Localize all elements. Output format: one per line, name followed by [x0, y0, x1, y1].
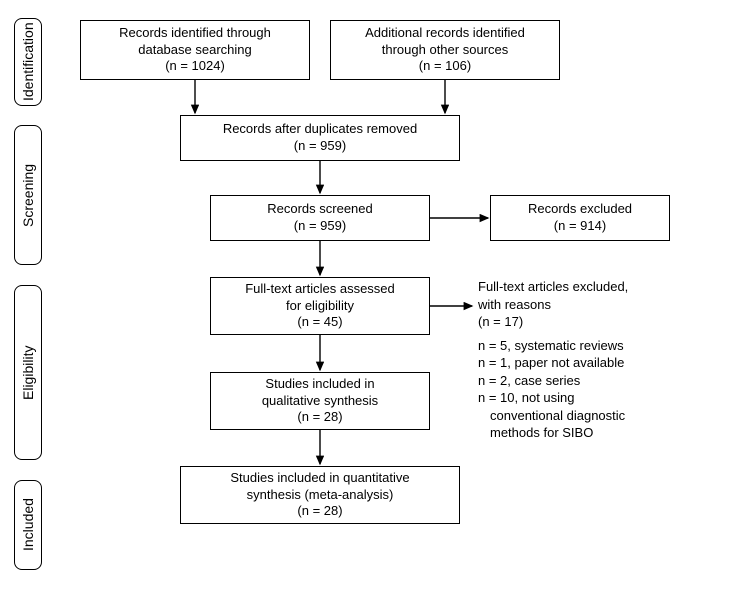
text-line: n = 2, case series: [478, 372, 718, 390]
text-line: Additional records identified: [365, 25, 525, 42]
box-fulltext-assessed: Full-text articles assessed for eligibil…: [210, 277, 430, 335]
text-line: (n = 959): [294, 138, 346, 155]
stage-screening: Screening: [14, 125, 42, 265]
box-after-duplicates: Records after duplicates removed (n = 95…: [180, 115, 460, 161]
text-line: n = 10, not using: [478, 389, 718, 407]
text-line: (n = 1024): [165, 58, 225, 75]
text-line: n = 1, paper not available: [478, 354, 718, 372]
text-line: (n = 45): [297, 314, 342, 331]
text-line: for eligibility: [286, 298, 354, 315]
text-line: qualitative synthesis: [262, 393, 378, 410]
text-line: database searching: [138, 42, 251, 59]
fulltext-excluded-detail: Full-text articles excluded, with reason…: [478, 278, 718, 442]
stage-identification: Identification: [14, 18, 42, 106]
text-line: Records excluded: [528, 201, 632, 218]
text-line: Records after duplicates removed: [223, 121, 417, 138]
text-line: Records screened: [267, 201, 373, 218]
box-records-screened: Records screened (n = 959): [210, 195, 430, 241]
box-records-excluded: Records excluded (n = 914): [490, 195, 670, 241]
text-line: (n = 106): [419, 58, 471, 75]
box-other-sources: Additional records identified through ot…: [330, 20, 560, 80]
text-line: (n = 28): [297, 503, 342, 520]
text-line: Studies included in: [265, 376, 374, 393]
text-line: Full-text articles assessed: [245, 281, 395, 298]
text-line: (n = 17): [478, 313, 718, 331]
stage-eligibility: Eligibility: [14, 285, 42, 460]
text-line: (n = 959): [294, 218, 346, 235]
text-line: Records identified through: [119, 25, 271, 42]
text-line: (n = 28): [297, 409, 342, 426]
text-line: synthesis (meta-analysis): [247, 487, 394, 504]
text-line: through other sources: [382, 42, 508, 59]
text-line: (n = 914): [554, 218, 606, 235]
box-db-search: Records identified through database sear…: [80, 20, 310, 80]
stage-included: Included: [14, 480, 42, 570]
text-line: n = 5, systematic reviews: [478, 337, 718, 355]
flowchart-canvas: Identification Screening Eligibility Inc…: [10, 10, 727, 583]
box-qualitative-synthesis: Studies included in qualitative synthesi…: [210, 372, 430, 430]
box-quantitative-synthesis: Studies included in quantitative synthes…: [180, 466, 460, 524]
text-line: conventional diagnostic: [478, 407, 718, 425]
text-line: Studies included in quantitative: [230, 470, 409, 487]
text-line: Full-text articles excluded,: [478, 278, 718, 296]
text-line: with reasons: [478, 296, 718, 314]
text-line: methods for SIBO: [478, 424, 718, 442]
